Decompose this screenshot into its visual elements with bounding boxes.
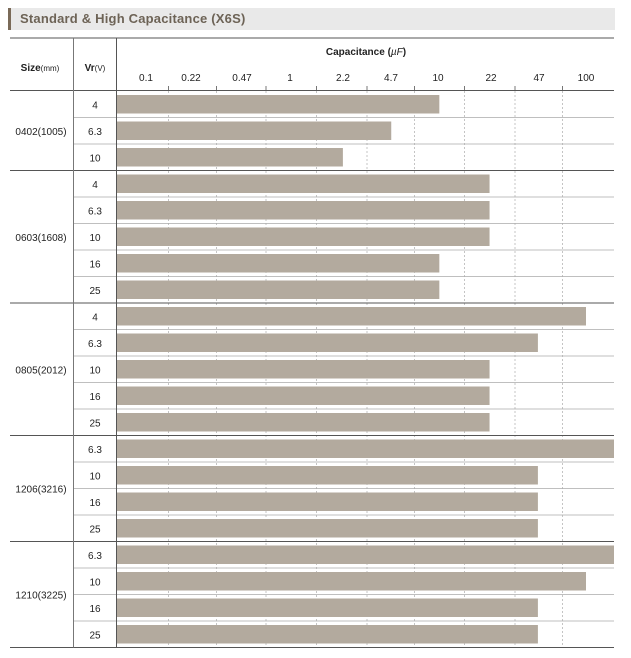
- capacitance-bar: [117, 492, 538, 511]
- size-label: 1206(3216): [15, 485, 66, 496]
- voltage-label: 6.3: [88, 445, 102, 456]
- voltage-label: 6.3: [88, 127, 102, 138]
- voltage-label: 25: [89, 524, 101, 535]
- voltage-label: 10: [89, 233, 101, 244]
- capacitance-bar: [117, 148, 343, 167]
- voltage-label: 6.3: [88, 339, 102, 350]
- capacitance-bar: [117, 307, 586, 326]
- capacitance-bar: [117, 95, 440, 114]
- voltage-header-unit: (V): [95, 64, 106, 73]
- title-bar: Standard & High Capacitance (X6S): [8, 8, 615, 30]
- title-accent: [8, 8, 11, 30]
- size-label: 0402(1005): [15, 127, 66, 138]
- x-tick-label: 0.1: [139, 73, 153, 84]
- capacitance-bar: [117, 519, 538, 538]
- voltage-label: 16: [89, 604, 101, 615]
- x-axis-label-text: Capacitance (: [326, 47, 392, 58]
- voltage-label: 10: [89, 577, 101, 588]
- x-axis-label-unit: µF: [391, 47, 404, 58]
- x-tick-label: 1: [287, 73, 293, 84]
- voltage-label: 25: [89, 286, 101, 297]
- capacitance-bar: [117, 174, 490, 193]
- size-label: 0805(2012): [15, 365, 66, 376]
- size-header: Size(mm): [21, 63, 60, 74]
- x-tick-label: 0.22: [181, 73, 201, 84]
- voltage-label: 16: [89, 498, 101, 509]
- size-label: 1210(3225): [15, 591, 66, 602]
- voltage-header-label: Vr: [85, 63, 95, 74]
- voltage-label: 25: [89, 418, 101, 429]
- x-axis-label-close: ): [403, 47, 406, 58]
- voltage-header: Vr(V): [85, 63, 106, 74]
- capacitance-bar: [117, 466, 538, 485]
- x-tick-label: 22: [485, 73, 497, 84]
- voltage-label: 4: [92, 180, 98, 191]
- voltage-label: 16: [89, 392, 101, 403]
- capacitance-bar: [117, 280, 440, 299]
- voltage-label: 4: [92, 100, 98, 111]
- capacitance-bar: [117, 625, 538, 644]
- x-tick-label: 4.7: [384, 73, 398, 84]
- size-label: 0603(1608): [15, 233, 66, 244]
- voltage-label: 6.3: [88, 551, 102, 562]
- capacitance-bar: [117, 254, 440, 273]
- x-tick-label: 10: [432, 73, 444, 84]
- voltage-label: 6.3: [88, 206, 102, 217]
- voltage-label: 4: [92, 312, 98, 323]
- capacitance-bar: [117, 413, 490, 432]
- voltage-label: 10: [89, 471, 101, 482]
- x-tick-label: 100: [578, 73, 595, 84]
- x-tick-label: 0.47: [232, 73, 252, 84]
- capacitance-bar: [117, 121, 392, 140]
- x-tick-label: 47: [533, 73, 545, 84]
- voltage-label: 16: [89, 259, 101, 270]
- capacitance-bar: [117, 201, 490, 220]
- capacitance-bar: [117, 572, 586, 591]
- capacitance-bar: [117, 227, 490, 246]
- voltage-label: 10: [89, 365, 101, 376]
- size-header-label: Size: [21, 63, 41, 74]
- capacitance-bar: [117, 386, 490, 405]
- size-header-unit: (mm): [41, 64, 60, 73]
- x-tick-label: 2.2: [336, 73, 350, 84]
- capacitance-bar: [117, 439, 614, 458]
- capacitance-bar: [117, 360, 490, 379]
- capacitance-bar: [117, 333, 538, 352]
- voltage-label: 10: [89, 153, 101, 164]
- voltage-label: 25: [89, 630, 101, 641]
- page-title: Standard & High Capacitance (X6S): [20, 11, 246, 26]
- capacitance-bar: [117, 545, 614, 564]
- x-axis-label: Capacitance (µF): [326, 47, 406, 58]
- capacitance-bar: [117, 598, 538, 617]
